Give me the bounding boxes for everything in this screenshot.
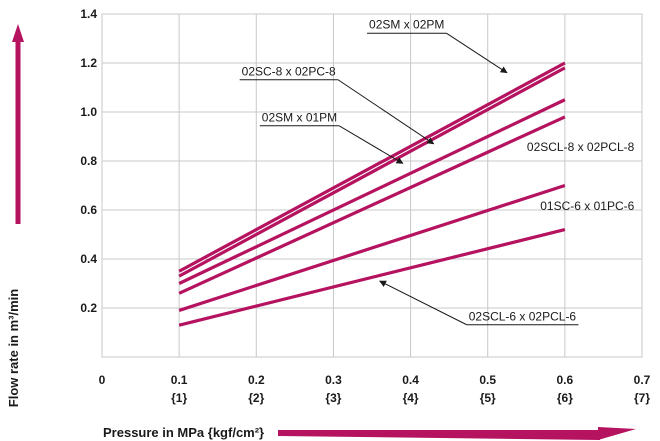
x-axis-title: Pressure in MPa {kgf/cm²} (103, 425, 264, 440)
x-axis-arrow-shaft (278, 430, 600, 440)
x-tick-sublabel: {5} (480, 391, 496, 405)
y-tick-label: 0.8 (80, 154, 97, 168)
series-line-5 (178, 183, 566, 312)
series-leader-arrow (446, 32, 508, 74)
plot-frame (101, 13, 643, 358)
series-annotations: 02SM x 02PM 02SC-8 x 02PC-8 02SM x 01PM 02S… (239, 18, 635, 326)
x-tick-label: 0.2 (248, 373, 265, 387)
y-axis-arrow-shaft (15, 40, 21, 224)
x-tick-label: 0 (99, 373, 106, 387)
x-tick-label: 0.1 (171, 373, 188, 387)
y-tick-label: 1.2 (80, 56, 97, 70)
x-tick-sublabel: {1} (171, 391, 187, 405)
series-label-4: 02SCL-8 x 02PCL-8 (527, 140, 635, 154)
y-tick-label: 0.6 (80, 203, 97, 217)
y-axis-title: Flow rate in m³/min (6, 289, 21, 408)
y-tick-label: 0.4 (80, 252, 97, 266)
series-label-1: 02SM x 02PM (369, 18, 444, 32)
y-axis-arrow (12, 24, 24, 42)
y-tick-label: 1.4 (80, 7, 97, 21)
x-tick-sublabel: {6} (557, 391, 573, 405)
series-leader-arrow (338, 125, 404, 164)
series-label-6: 02SCL-6 x 02PCL-6 (469, 309, 577, 323)
series-leader-arrow (337, 79, 435, 145)
x-axis-arrow (598, 427, 636, 440)
x-axis-title-group: Pressure in MPa {kgf/cm²} (103, 425, 636, 440)
axis-ticks: 0 0.1 {1} 0.2 {2} 0.3 {3} 0.4 {4} 0.5 {5} 0.6 {6} 0.7… (80, 7, 650, 405)
y-tick-label: 0.2 (80, 301, 97, 315)
grid (101, 13, 643, 358)
x-tick-label: 0.3 (325, 373, 342, 387)
x-tick-sublabel: {2} (248, 391, 264, 405)
x-tick-label: 0.5 (479, 373, 496, 387)
series-leader-arrow (379, 280, 467, 326)
series-label-5: 01SC-6 x 01PC-6 (540, 199, 634, 213)
x-tick-sublabel: {3} (325, 391, 341, 405)
series-label-3: 02SM x 01PM (262, 110, 337, 124)
series-line-3 (178, 98, 566, 285)
series-line-4 (178, 115, 566, 295)
series-line-2 (178, 66, 566, 278)
x-tick-sublabel: {7} (634, 391, 650, 405)
x-tick-label: 0.6 (557, 373, 574, 387)
x-tick-label: 0.4 (402, 373, 419, 387)
series-label-2: 02SC-8 x 02PC-8 (242, 64, 336, 78)
series-line-6 (178, 228, 566, 327)
x-tick-sublabel: {4} (403, 391, 419, 405)
y-axis-title-group: Flow rate in m³/min (6, 24, 24, 407)
series-line-1 (178, 61, 566, 273)
y-tick-label: 1.0 (80, 105, 97, 119)
series-lines (178, 61, 566, 327)
x-tick-label: 0.7 (634, 373, 651, 387)
